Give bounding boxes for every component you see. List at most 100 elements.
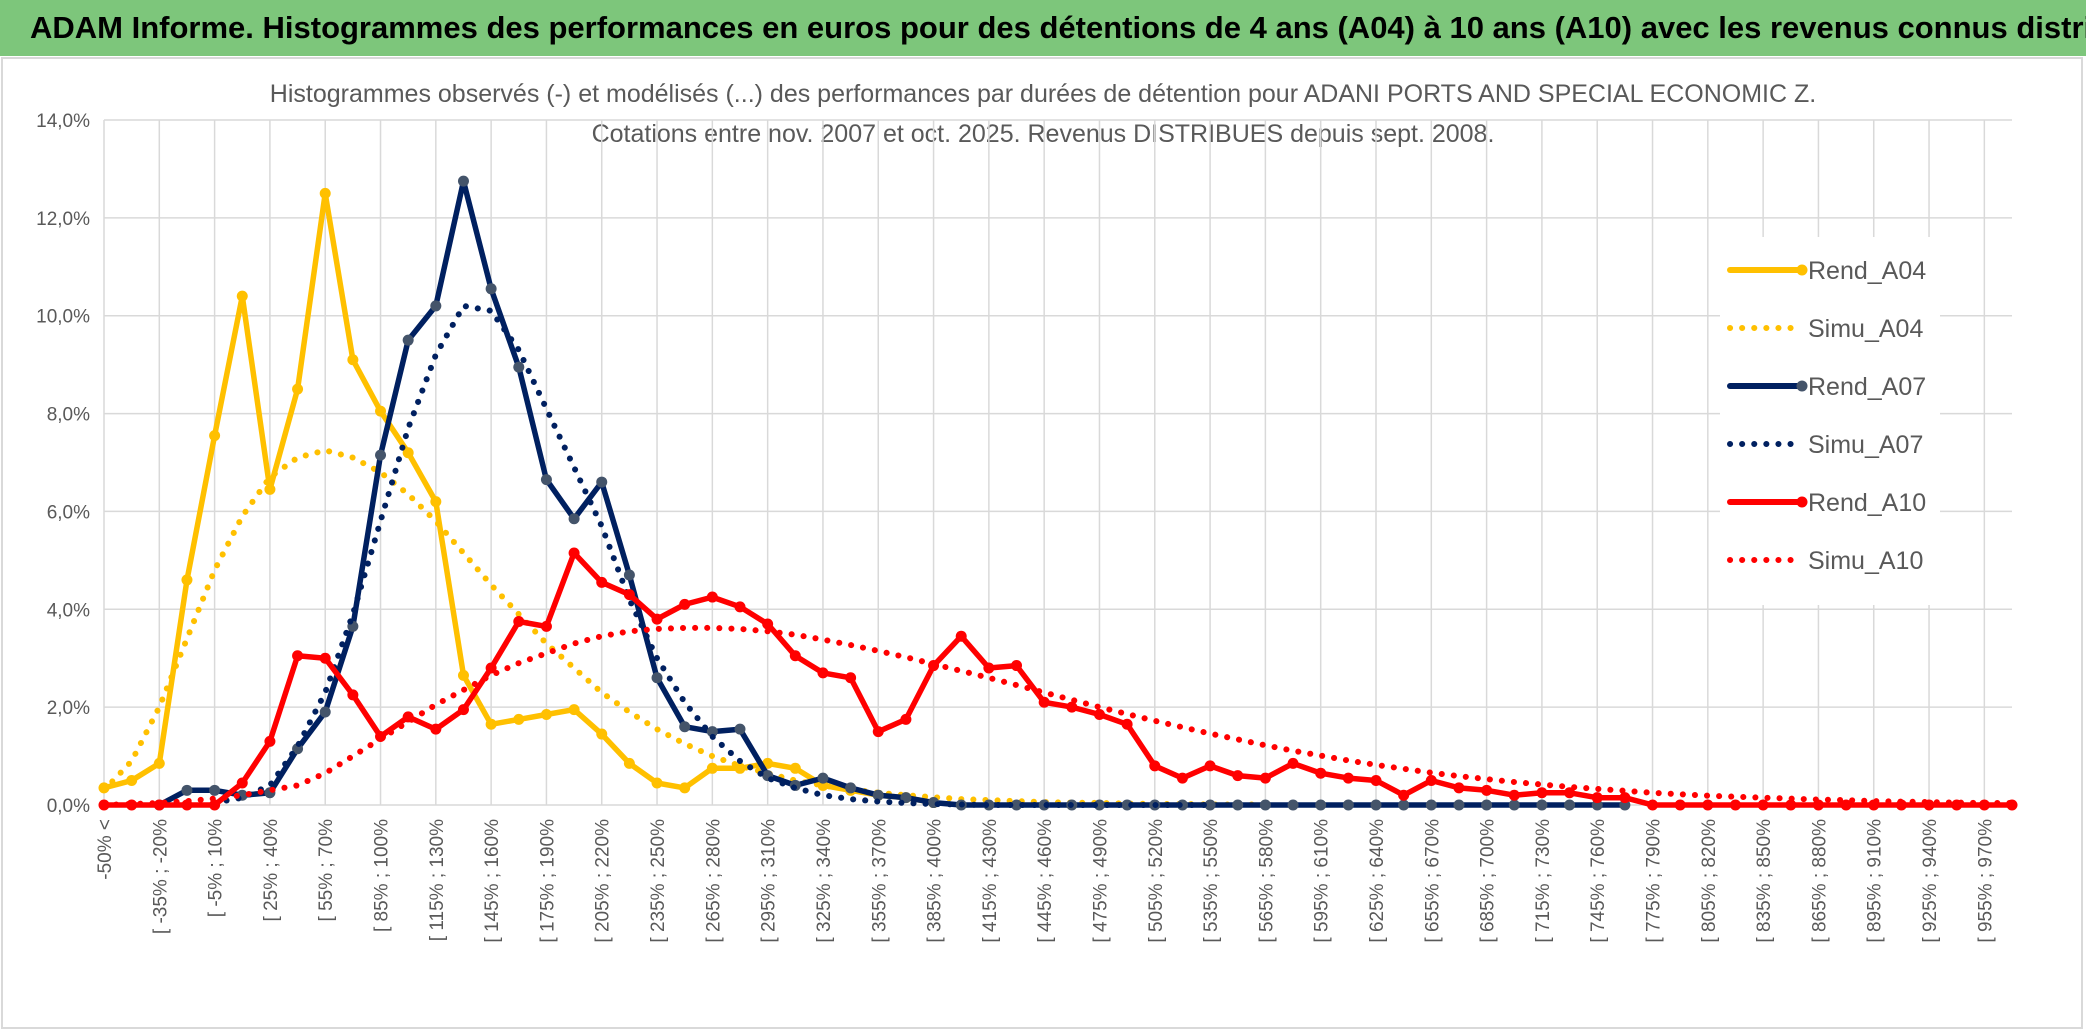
x-tick-label: [ 115% ; 130%	[427, 819, 448, 941]
point	[457, 669, 469, 681]
point	[485, 718, 497, 730]
point	[1591, 792, 1603, 804]
point	[817, 667, 829, 679]
point	[1674, 799, 1686, 811]
x-tick-label: [ 325% ; 340%	[814, 819, 835, 943]
legend-box	[1720, 237, 1940, 605]
x-tick-label: [ 385% ; 400%	[925, 819, 946, 943]
point	[209, 430, 221, 442]
point	[430, 496, 442, 508]
point	[1342, 799, 1354, 811]
point	[375, 449, 387, 461]
point	[457, 175, 469, 187]
legend-marker	[1796, 496, 1808, 508]
point	[319, 187, 331, 199]
point	[1038, 696, 1050, 708]
point	[430, 723, 442, 735]
legend-label: Simu_A07	[1808, 431, 1923, 459]
point	[1647, 799, 1659, 811]
point	[430, 300, 442, 312]
x-tick-label: [ 235% ; 250%	[648, 819, 669, 943]
x-tick-label: [ 265% ; 280%	[703, 819, 724, 943]
point	[679, 782, 691, 794]
x-tick-label: [ 505% ; 520%	[1146, 819, 1167, 943]
point	[319, 706, 331, 718]
x-tick-label: [ 415% ; 430%	[980, 819, 1001, 943]
x-tick-label: [ 865% ; 880%	[1809, 819, 1830, 943]
point	[540, 708, 552, 720]
point	[651, 777, 663, 789]
point	[817, 772, 829, 784]
legend-marker	[1796, 380, 1808, 392]
legend-label: Rend_A10	[1808, 489, 1926, 517]
point	[209, 784, 221, 796]
point	[789, 650, 801, 662]
point	[513, 361, 525, 373]
x-tick-label: [ 205% ; 220%	[593, 819, 614, 943]
legend-label: Rend_A04	[1808, 257, 1926, 285]
point	[1481, 784, 1493, 796]
point	[1619, 792, 1631, 804]
x-tick-label: [ 895% ; 910%	[1865, 819, 1886, 943]
point	[623, 589, 635, 601]
point	[1729, 799, 1741, 811]
y-tick-label: 14,0%	[36, 111, 90, 132]
point	[1342, 772, 1354, 784]
point	[1398, 799, 1410, 811]
point	[734, 723, 746, 735]
x-tick-label: [ 85% ; 100%	[372, 819, 393, 932]
point	[762, 618, 774, 630]
point	[679, 721, 691, 733]
point	[347, 354, 359, 366]
point	[706, 762, 718, 774]
point	[983, 662, 995, 674]
point	[402, 334, 414, 346]
x-tick-label: [ 445% ; 460%	[1035, 819, 1056, 943]
x-tick-label: [ 655% ; 670%	[1422, 819, 1443, 943]
point	[845, 672, 857, 684]
legend-label: Simu_A04	[1808, 315, 1923, 343]
x-tick-label: [ 775% ; 790%	[1644, 819, 1665, 943]
point	[872, 726, 884, 738]
point	[789, 762, 801, 774]
point	[1536, 787, 1548, 799]
x-tick-label: [ 475% ; 490%	[1090, 819, 1111, 943]
x-tick-label: [ 295% ; 310%	[759, 819, 780, 943]
point	[596, 728, 608, 740]
chart-title: Histogrammes observés (-) et modélisés (…	[270, 80, 1816, 108]
point	[264, 483, 276, 495]
point	[1093, 799, 1105, 811]
point	[1259, 772, 1271, 784]
point	[1149, 760, 1161, 772]
point	[1287, 799, 1299, 811]
x-tick-label: [ 745% ; 760%	[1588, 819, 1609, 943]
y-tick-label: 10,0%	[36, 307, 90, 328]
point	[1066, 701, 1078, 713]
point	[1508, 789, 1520, 801]
point	[264, 735, 276, 747]
point	[540, 620, 552, 632]
x-tick-label: [ 355% ; 370%	[869, 819, 890, 943]
x-tick-label: [ 835% ; 850%	[1754, 819, 1775, 943]
point	[1481, 799, 1493, 811]
point	[1011, 799, 1023, 811]
point	[1315, 799, 1327, 811]
x-tick-label: [ 925% ; 940%	[1920, 819, 1941, 943]
x-tick-label: [ 565% ; 580%	[1256, 819, 1277, 943]
point	[1453, 799, 1465, 811]
point	[1204, 760, 1216, 772]
point	[1536, 799, 1548, 811]
point	[1425, 775, 1437, 787]
y-tick-label: 12,0%	[36, 209, 90, 230]
legend-label: Simu_A10	[1808, 547, 1923, 575]
x-tick-label: [ 55% ; 70%	[316, 819, 337, 922]
point	[679, 598, 691, 610]
point	[955, 630, 967, 642]
point	[900, 713, 912, 725]
chart-subtitle: Cotations entre nov. 2007 et oct. 2025. …	[592, 120, 1495, 148]
chart: Histogrammes observés (-) et modélisés (…	[1, 57, 2083, 1029]
point	[402, 447, 414, 459]
point	[651, 613, 663, 625]
point	[1564, 787, 1576, 799]
point	[1453, 782, 1465, 794]
